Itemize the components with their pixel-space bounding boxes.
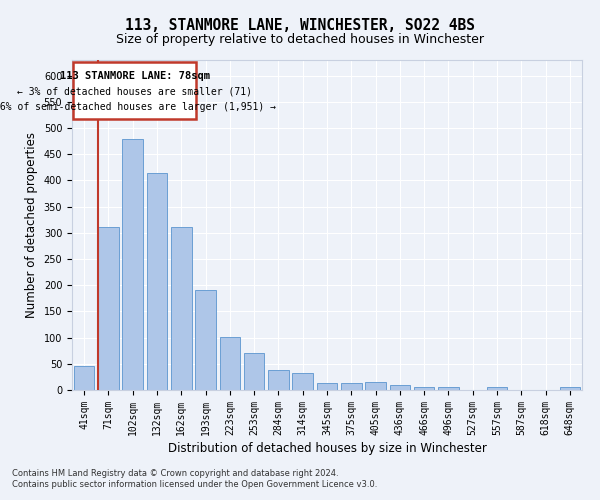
Bar (414, 387, 434, 390)
Bar (73, 62, 196, 118)
Bar (146, 172, 167, 390)
Bar (244, 354, 265, 390)
Text: 113 STANMORE LANE: 78sqm: 113 STANMORE LANE: 78sqm (59, 71, 209, 81)
Bar (195, 290, 216, 390)
Bar (341, 383, 362, 390)
Bar (171, 226, 191, 390)
Bar (389, 385, 410, 390)
Bar (560, 388, 580, 390)
Bar (365, 382, 386, 390)
Text: 113, STANMORE LANE, WINCHESTER, SO22 4BS: 113, STANMORE LANE, WINCHESTER, SO22 4BS (125, 18, 475, 32)
X-axis label: Distribution of detached houses by size in Winchester: Distribution of detached houses by size … (167, 442, 487, 455)
Bar (74, 366, 94, 390)
Bar (98, 226, 119, 390)
Bar (317, 382, 337, 390)
Y-axis label: Number of detached properties: Number of detached properties (25, 132, 38, 318)
Bar (438, 388, 459, 390)
Bar (268, 370, 289, 390)
Text: Contains public sector information licensed under the Open Government Licence v3: Contains public sector information licen… (12, 480, 377, 489)
Bar (292, 373, 313, 390)
Bar (487, 388, 508, 390)
Text: Contains HM Land Registry data © Crown copyright and database right 2024.: Contains HM Land Registry data © Crown c… (12, 468, 338, 477)
Text: ← 3% of detached houses are smaller (71): ← 3% of detached houses are smaller (71) (17, 86, 252, 97)
Text: Size of property relative to detached houses in Winchester: Size of property relative to detached ho… (116, 32, 484, 46)
Bar (122, 138, 143, 390)
Bar (220, 336, 240, 390)
Text: 96% of semi-detached houses are larger (1,951) →: 96% of semi-detached houses are larger (… (0, 102, 275, 112)
